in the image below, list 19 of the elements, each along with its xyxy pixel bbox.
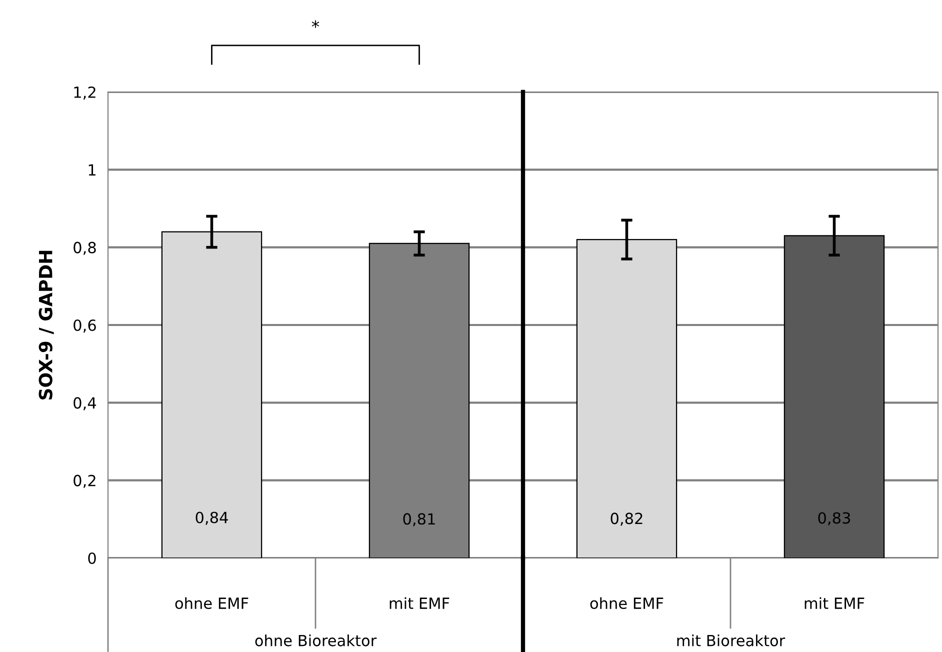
y-tick-label: 0,4: [74, 397, 96, 410]
data-label: 0,82: [610, 512, 642, 526]
y-tick-label: 0,2: [74, 474, 96, 488]
data-label: 0,83: [818, 512, 850, 526]
y-axis-title: SOX-9 / GAPDH: [38, 250, 54, 400]
x-tick-label: mit EMF: [804, 597, 864, 609]
y-tick-label: 1,2: [74, 86, 96, 100]
x-tick-label: mit EMF: [390, 597, 450, 609]
y-tick-label: 0,6: [74, 319, 96, 333]
data-label: 0,84: [196, 512, 228, 525]
x-tick-label: ohne EMF: [175, 597, 248, 610]
y-tick-label: 0: [88, 552, 96, 564]
x-axis-title: mit Bioreaktor: [677, 634, 786, 646]
data-label: 0,81: [403, 513, 435, 526]
y-tick-label: 1: [88, 164, 96, 176]
y-tick-label: 0,8: [74, 242, 96, 255]
x-axis-title: ohne Bioreaktor: [255, 634, 377, 646]
text: *: [312, 20, 320, 28]
x-tick-label: ohne EMF: [590, 597, 664, 610]
